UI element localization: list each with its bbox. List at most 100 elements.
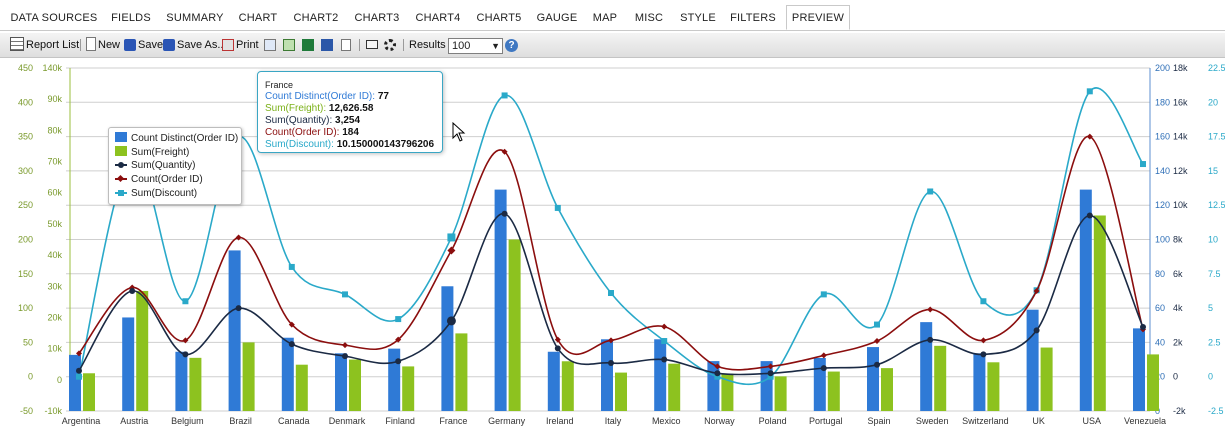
tab-chart4[interactable]: CHART4 bbox=[415, 12, 461, 24]
tab-summary[interactable]: SUMMARY bbox=[166, 12, 224, 24]
category-label: Italy bbox=[605, 416, 622, 426]
point-quantity bbox=[980, 351, 987, 358]
point-quantity bbox=[501, 210, 508, 217]
email-button[interactable] bbox=[366, 37, 380, 53]
point-quantity bbox=[288, 341, 295, 348]
category-label: Canada bbox=[278, 416, 310, 426]
point-count-order-id bbox=[76, 350, 82, 357]
chevron-down-icon: ▼ bbox=[491, 41, 500, 51]
tab-chart5[interactable]: CHART5 bbox=[476, 12, 522, 24]
tab-gauge[interactable]: GAUGE bbox=[536, 12, 578, 24]
point-count-order-id bbox=[767, 363, 774, 370]
grid-icon bbox=[10, 37, 24, 51]
tooltip-row: Sum(Discount): 10.150000143796206 bbox=[265, 139, 434, 151]
save-as-button[interactable]: Save As... bbox=[163, 37, 227, 53]
export-html-button[interactable] bbox=[264, 37, 278, 53]
print-button[interactable]: Print bbox=[222, 37, 259, 53]
tab-data-sources[interactable]: DATA SOURCES bbox=[10, 12, 98, 24]
tooltip-value: 10.150000143796206 bbox=[336, 139, 435, 150]
gear-icon bbox=[384, 39, 396, 51]
legend-item[interactable]: Sum(Freight) bbox=[115, 146, 189, 158]
category-label: Switzerland bbox=[962, 416, 1009, 426]
export-excel-button[interactable] bbox=[302, 37, 316, 53]
floppy-disk-icon bbox=[163, 39, 175, 51]
bar-freight bbox=[615, 372, 627, 411]
point-quantity bbox=[235, 305, 242, 312]
export-csv-button[interactable] bbox=[283, 37, 297, 53]
tooltip-row: Sum(Freight): 12,626.58 bbox=[265, 103, 373, 115]
bar-freight bbox=[136, 290, 149, 411]
legend-item[interactable]: Count Distinct(Order ID) bbox=[115, 132, 238, 144]
left-outer-tick-label: 250 bbox=[18, 200, 33, 210]
csv-export-icon bbox=[283, 39, 295, 51]
tab-chart2[interactable]: CHART2 bbox=[293, 12, 339, 24]
point-discount bbox=[1086, 88, 1093, 95]
category-label: Sweden bbox=[916, 416, 949, 426]
point-discount bbox=[447, 233, 456, 242]
point-count-order-id bbox=[182, 337, 189, 344]
right-inner-tick-label: 20 bbox=[1155, 372, 1165, 382]
tooltip-value: 3,254 bbox=[335, 115, 361, 126]
point-discount bbox=[395, 316, 402, 323]
point-count-order-id bbox=[1086, 133, 1093, 140]
save-button[interactable]: Save bbox=[124, 37, 163, 53]
right-2-tick-label: 0 bbox=[1173, 372, 1178, 382]
tab-chart[interactable]: CHART bbox=[238, 12, 278, 24]
line-count-order-id bbox=[78, 135, 1144, 371]
bar-freight bbox=[402, 366, 415, 411]
legend-label: Count Distinct(Order ID) bbox=[131, 133, 239, 144]
help-icon[interactable]: ? bbox=[505, 39, 518, 52]
point-discount bbox=[874, 321, 880, 328]
point-quantity bbox=[820, 365, 827, 372]
mouse-cursor-icon bbox=[452, 122, 466, 142]
bar-freight bbox=[1040, 347, 1053, 411]
floppy-disk-icon bbox=[124, 39, 136, 51]
report-list-button[interactable]: Report List bbox=[10, 37, 79, 53]
combo-chart: 450400350300250200150100500-50140k90k80k… bbox=[18, 63, 1225, 426]
point-discount bbox=[820, 291, 827, 298]
category-label: Mexico bbox=[652, 416, 681, 426]
left-outer-tick-label: 350 bbox=[18, 132, 33, 142]
bar-freight bbox=[827, 371, 840, 411]
legend-item[interactable]: Sum(Discount) bbox=[115, 188, 197, 200]
left-inner-tick-label: 40k bbox=[47, 250, 62, 260]
settings-button[interactable] bbox=[384, 37, 398, 53]
tooltip-value: 12,626.58 bbox=[328, 103, 374, 114]
tooltip-value: 184 bbox=[342, 127, 359, 138]
legend-label: Sum(Quantity) bbox=[131, 160, 196, 171]
tab-map[interactable]: MAP bbox=[592, 12, 618, 24]
bar-count-distinct bbox=[973, 353, 986, 411]
new-button[interactable]: New bbox=[86, 37, 120, 53]
export-word-button[interactable] bbox=[321, 37, 335, 53]
tab-preview[interactable]: PREVIEW bbox=[786, 5, 850, 30]
bar-count-distinct bbox=[175, 351, 188, 411]
right-2-tick-label: 12k bbox=[1173, 166, 1188, 176]
legend-item[interactable]: Sum(Quantity) bbox=[115, 160, 195, 172]
tooltip-label: Sum(Freight): bbox=[265, 103, 327, 114]
bar-freight bbox=[987, 362, 1000, 411]
left-inner-tick-label: 90k bbox=[47, 94, 62, 104]
point-quantity bbox=[714, 370, 721, 377]
tab-fields[interactable]: FIELDS bbox=[111, 12, 151, 24]
right-2-tick-label: 4k bbox=[1173, 303, 1183, 313]
legend-swatch bbox=[115, 132, 127, 142]
word-icon bbox=[321, 39, 333, 51]
results-select[interactable]: 100 ▼ bbox=[448, 38, 503, 54]
right-outer-tick-label: 0 bbox=[1208, 372, 1213, 382]
point-quantity bbox=[874, 361, 880, 368]
html-export-icon bbox=[264, 39, 276, 51]
category-label: Belgium bbox=[171, 416, 204, 426]
new-document-icon bbox=[86, 37, 96, 51]
tab-style[interactable]: STYLE bbox=[680, 12, 716, 24]
right-outer-tick-label: -2.5 bbox=[1208, 406, 1224, 416]
category-label: Ireland bbox=[546, 416, 574, 426]
export-text-button[interactable] bbox=[341, 37, 353, 53]
category-label: Argentina bbox=[62, 416, 101, 426]
legend-item[interactable]: Count(Order ID) bbox=[115, 174, 203, 186]
right-outer-tick-label: 17.5 bbox=[1208, 132, 1225, 142]
tab-misc[interactable]: MISC bbox=[634, 12, 664, 24]
point-count-order-id bbox=[235, 234, 242, 241]
tab-chart3[interactable]: CHART3 bbox=[354, 12, 400, 24]
bar-count-distinct bbox=[654, 339, 667, 411]
tab-filters[interactable]: FILTERS bbox=[730, 12, 776, 24]
